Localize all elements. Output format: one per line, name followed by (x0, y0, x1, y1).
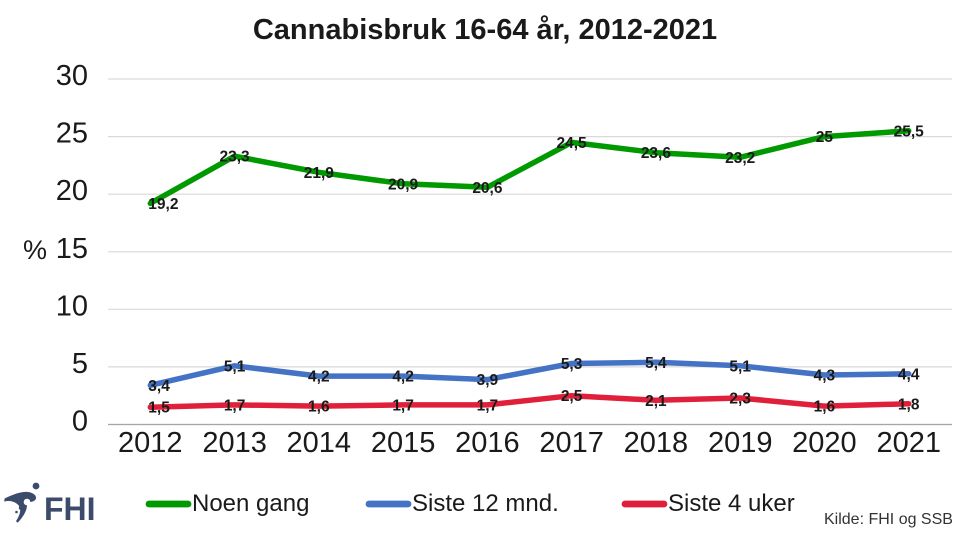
svg-text:2021: 2021 (876, 427, 941, 459)
svg-text:2016: 2016 (455, 427, 520, 459)
svg-text:4,2: 4,2 (392, 369, 414, 386)
svg-text:30: 30 (56, 60, 88, 92)
svg-text:23,6: 23,6 (641, 145, 672, 162)
svg-text:19,2: 19,2 (148, 196, 178, 213)
svg-text:%: % (23, 235, 47, 265)
svg-text:2014: 2014 (287, 427, 352, 459)
svg-text:2,3: 2,3 (729, 391, 751, 408)
svg-text:5,1: 5,1 (729, 358, 751, 375)
svg-text:20: 20 (56, 175, 88, 207)
svg-text:1,5: 1,5 (148, 400, 170, 417)
svg-text:24,5: 24,5 (557, 135, 588, 152)
svg-text:4,4: 4,4 (898, 366, 920, 383)
svg-text:Kilde: FHI og SSB: Kilde: FHI og SSB (824, 511, 953, 528)
svg-text:15: 15 (56, 233, 88, 265)
svg-text:0: 0 (72, 406, 88, 438)
svg-text:21,9: 21,9 (304, 165, 335, 182)
svg-text:1,7: 1,7 (477, 397, 499, 414)
svg-text:25: 25 (816, 129, 834, 146)
svg-text:20,9: 20,9 (388, 176, 419, 193)
svg-text:FHI: FHI (44, 491, 96, 527)
svg-text:2019: 2019 (708, 427, 773, 459)
svg-text:23,3: 23,3 (220, 149, 251, 166)
svg-text:1,7: 1,7 (392, 397, 414, 414)
svg-text:4,2: 4,2 (308, 369, 330, 386)
svg-text:1,8: 1,8 (898, 396, 920, 413)
svg-text:2018: 2018 (624, 427, 689, 459)
svg-text:1,6: 1,6 (814, 399, 836, 416)
svg-text:5: 5 (72, 348, 88, 380)
svg-text:2,1: 2,1 (645, 393, 667, 410)
svg-text:25,5: 25,5 (894, 123, 925, 140)
svg-text:23,2: 23,2 (725, 150, 755, 167)
svg-text:Siste 12 mnd.: Siste 12 mnd. (412, 490, 559, 517)
svg-text:2020: 2020 (792, 427, 857, 459)
svg-text:Siste 4 uker: Siste 4 uker (668, 490, 795, 517)
svg-text:2,5: 2,5 (561, 388, 583, 405)
svg-text:1,7: 1,7 (224, 397, 246, 414)
svg-text:3,9: 3,9 (477, 372, 499, 389)
svg-text:2015: 2015 (371, 427, 436, 459)
svg-text:20,6: 20,6 (472, 180, 503, 197)
svg-text:10: 10 (56, 290, 88, 322)
svg-text:2012: 2012 (118, 427, 183, 459)
svg-text:1,6: 1,6 (308, 399, 330, 416)
svg-text:5,1: 5,1 (224, 358, 246, 375)
svg-text:5,4: 5,4 (645, 355, 667, 372)
svg-text:2017: 2017 (539, 427, 604, 459)
svg-text:Noen gang: Noen gang (192, 490, 309, 517)
svg-text:4,3: 4,3 (814, 368, 836, 385)
svg-text:5,3: 5,3 (561, 356, 583, 373)
svg-text:2013: 2013 (202, 427, 267, 459)
svg-text:3,4: 3,4 (148, 378, 170, 395)
svg-text:25: 25 (56, 118, 88, 150)
